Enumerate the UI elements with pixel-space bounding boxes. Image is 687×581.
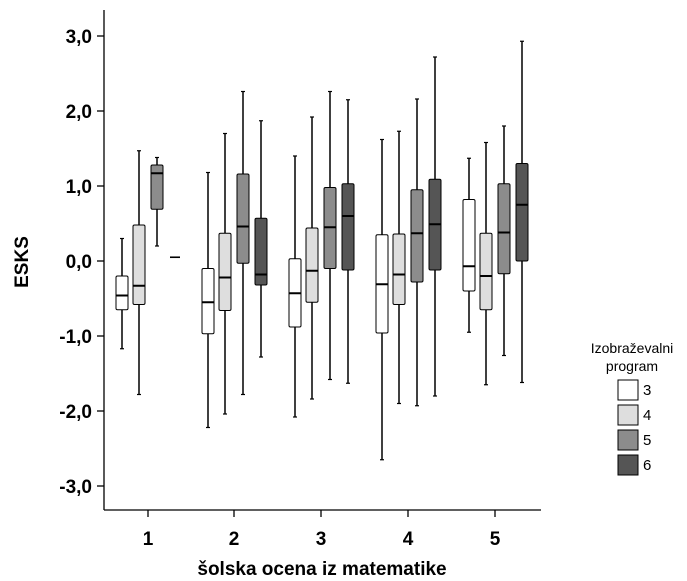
y-tick-label: -3,0 (59, 477, 92, 498)
y-tick-label: 0,0 (66, 252, 92, 273)
x-tick-label: 1 (143, 529, 154, 550)
box-iqr (132, 224, 146, 305)
legend-label: 6 (643, 457, 651, 474)
x-tick-label: 5 (490, 529, 501, 550)
box-series-5-group-4 (410, 98, 424, 407)
box-iqr (115, 275, 129, 311)
legend-swatch (617, 454, 639, 476)
box-series-4-group-3 (305, 116, 319, 400)
box-iqr (305, 227, 319, 303)
box-series-4-group-5 (479, 141, 493, 386)
box-iqr (201, 268, 215, 335)
box-series-5-group-2 (236, 90, 250, 396)
box-iqr (462, 199, 476, 292)
box-iqr (497, 183, 511, 275)
legend-title-line2: program (606, 358, 658, 374)
box-series-3-group-2 (201, 171, 215, 429)
box-iqr (254, 217, 268, 286)
legend-items: 3 4 5 6 (617, 379, 651, 476)
box-series-6-group-5 (515, 40, 529, 384)
box-series-6-group-3 (341, 99, 355, 384)
x-tick-label: 2 (229, 529, 240, 550)
y-tick-label: 2,0 (66, 102, 92, 123)
box-iqr (341, 183, 355, 271)
x-tick-label: 4 (403, 529, 414, 550)
box-series-4-group-1 (132, 150, 146, 396)
y-tick-label: -2,0 (59, 402, 92, 423)
box-iqr (150, 164, 164, 210)
box-iqr (479, 232, 493, 311)
y-tick-label: 3,0 (66, 27, 92, 48)
box-iqr (218, 232, 232, 311)
legend-swatch (617, 429, 639, 451)
box-iqr (410, 189, 424, 283)
box-series-3-group-5 (462, 157, 476, 333)
box-series-3-group-1 (115, 237, 129, 350)
box-iqr (515, 163, 529, 262)
legend-title-line1: Izobraževalni (591, 340, 674, 356)
box-series-3-group-3 (288, 155, 302, 418)
legend-swatch (617, 379, 639, 401)
box-iqr (236, 173, 250, 264)
legend-item-4: 4 (617, 404, 651, 426)
box-series-4-group-4 (392, 130, 406, 405)
legend-item-6: 6 (617, 454, 651, 476)
y-axis-title: ESKS (12, 236, 33, 288)
x-axis-title: šolska ocena iz matematike (197, 559, 446, 580)
legend-item-3: 3 (617, 379, 651, 401)
box-iqr (392, 233, 406, 305)
plot-area (115, 40, 529, 461)
box-series-6-group-2 (254, 120, 268, 358)
y-tick-label: -1,0 (59, 327, 92, 348)
legend-label: 5 (643, 432, 651, 449)
box-series-6-group-4 (428, 56, 442, 397)
y-axis-ticks: 3,0 2,0 1,0 0,0 -1,0 -2,0 -3,0 (59, 27, 104, 498)
legend: Izobraževalni program 3 4 5 6 (591, 340, 674, 476)
legend-label: 3 (643, 382, 651, 399)
x-tick-label: 3 (316, 529, 327, 550)
box-series-3-group-4 (375, 138, 389, 461)
box-series-5-group-5 (497, 125, 511, 357)
box-series-5-group-1 (150, 156, 164, 247)
x-axis-ticks: 1 2 3 4 5 (143, 510, 501, 550)
legend-item-5: 5 (617, 429, 651, 451)
legend-swatch (617, 404, 639, 426)
box-series-5-group-3 (323, 90, 337, 381)
box-series-4-group-2 (218, 132, 232, 415)
legend-label: 4 (643, 407, 651, 424)
y-tick-label: 1,0 (66, 177, 92, 198)
